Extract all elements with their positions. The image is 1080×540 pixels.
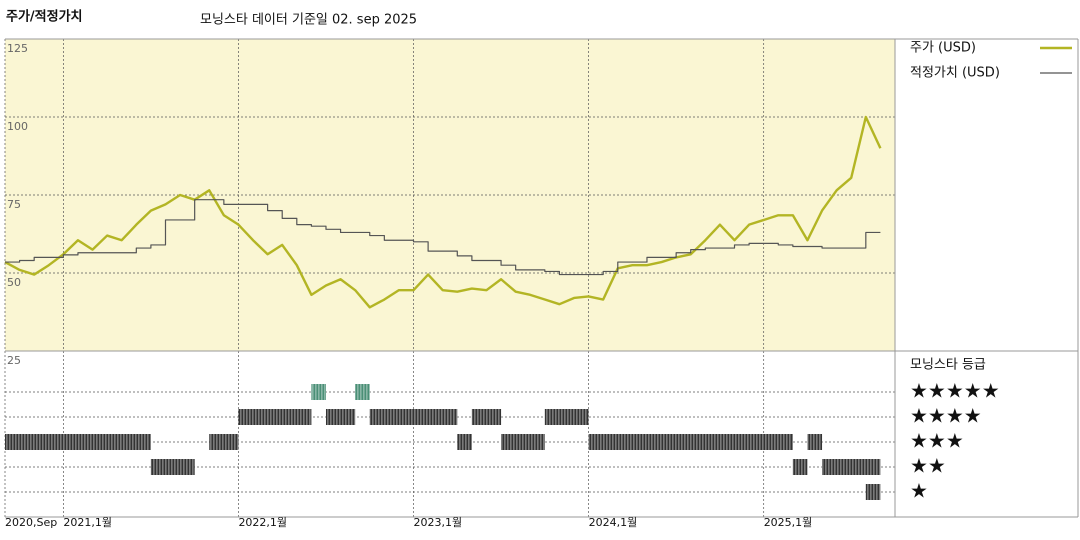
- rating-bar-hatch: [355, 384, 370, 400]
- rating-label: ★★★★★: [910, 379, 1000, 403]
- chart-title: 주가/적정가치: [6, 9, 83, 25]
- x-tick-label: 2025,1월: [764, 516, 813, 529]
- x-tick-label: 2024,1월: [589, 516, 638, 529]
- rating-bar-hatch: [209, 434, 239, 450]
- rating-bar-hatch: [238, 409, 312, 425]
- legend-label: 적정가치 (USD): [910, 66, 1000, 81]
- x-tick-label: 2022,1월: [238, 516, 287, 529]
- chart-subtitle: 모닝스타 데이터 기준일 02. sep 2025: [200, 13, 417, 28]
- rating-title: 모닝스타 등급: [910, 358, 986, 373]
- series-line: [5, 199, 881, 276]
- rating-bar-hatch: [588, 434, 793, 450]
- rating-bar-hatch: [822, 459, 881, 475]
- y-tick-label: 25: [7, 354, 21, 367]
- x-tick-label: 2023,1월: [414, 516, 463, 529]
- rating-bar-hatch: [807, 434, 823, 450]
- rating-label: ★★: [910, 454, 946, 478]
- rating-bar-hatch: [792, 459, 808, 475]
- y-tick-label: 125: [7, 42, 28, 55]
- rating-bar-hatch: [471, 409, 502, 425]
- rating-label: ★★★★: [910, 404, 982, 428]
- rating-bar-hatch: [325, 409, 356, 425]
- rating-bar-hatch: [501, 434, 545, 450]
- rating-bar-hatch: [5, 434, 151, 450]
- rating-bar-hatch: [369, 409, 458, 425]
- rating-bar-hatch: [457, 434, 472, 450]
- rating-bar-hatch: [865, 484, 881, 500]
- y-tick-label: 50: [7, 276, 21, 289]
- x-tick-label: 2021,1월: [63, 516, 112, 529]
- legend-label: 주가 (USD): [910, 41, 976, 56]
- rating-label: ★: [910, 479, 928, 503]
- rating-bar-hatch: [544, 409, 589, 425]
- y-tick-label: 75: [7, 198, 21, 211]
- series-line: [4, 115, 882, 309]
- rating-bar-hatch: [311, 384, 326, 400]
- rating-label: ★★★: [910, 429, 964, 453]
- x-tick-label: 2020,Sep: [5, 516, 57, 529]
- rating-bar-hatch: [150, 459, 195, 475]
- y-tick-label: 100: [7, 120, 28, 133]
